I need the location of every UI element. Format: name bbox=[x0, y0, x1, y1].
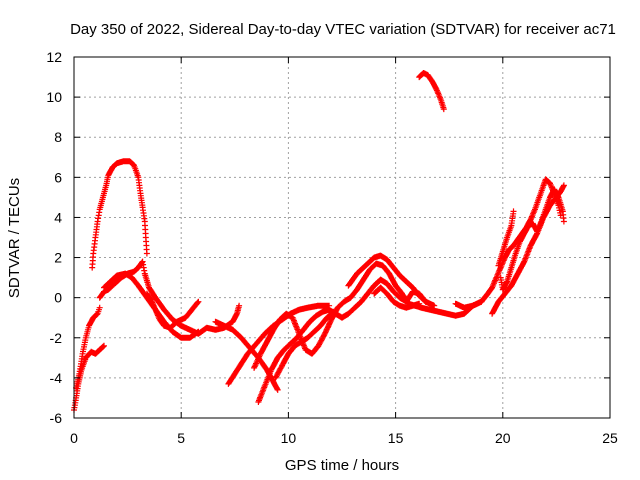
series-L bbox=[345, 252, 438, 309]
x-tick-label: 10 bbox=[281, 430, 297, 446]
y-tick-label: -6 bbox=[50, 410, 63, 426]
x-tick-label: 25 bbox=[602, 430, 618, 446]
y-tick-label: 2 bbox=[54, 250, 62, 266]
series-N bbox=[416, 70, 447, 113]
series-Q bbox=[489, 182, 567, 317]
y-tick-label: 10 bbox=[46, 89, 62, 105]
series-F bbox=[143, 290, 202, 331]
x-tick-label: 20 bbox=[495, 430, 511, 446]
series-I bbox=[251, 260, 485, 371]
data-points bbox=[71, 70, 567, 413]
x-tick-label: 15 bbox=[388, 430, 404, 446]
x-axis: 0 5 10 15 20 25 bbox=[70, 57, 618, 446]
series-markers bbox=[251, 260, 485, 371]
plot-frame bbox=[73, 56, 611, 419]
series-markers bbox=[89, 158, 150, 271]
series-markers bbox=[489, 182, 567, 317]
series-M bbox=[371, 284, 423, 311]
series-markers bbox=[345, 252, 438, 309]
y-tick-label: -4 bbox=[50, 370, 63, 386]
y-tick-label: 4 bbox=[54, 209, 62, 225]
series-markers bbox=[416, 70, 447, 113]
y-axis: -6 -4 -2 0 2 4 6 8 10 12 bbox=[46, 49, 610, 426]
y-tick-label: 12 bbox=[46, 49, 62, 65]
grid-lines bbox=[74, 57, 610, 418]
y-axis-label: SDTVAR / TECUs bbox=[6, 178, 23, 298]
series-markers bbox=[495, 208, 517, 269]
x-tick-label: 0 bbox=[70, 430, 78, 446]
series-A bbox=[89, 158, 150, 271]
y-tick-label: -2 bbox=[50, 330, 63, 346]
series-markers bbox=[143, 290, 202, 331]
chart-title: Day 350 of 2022, Sidereal Day-to-day VTE… bbox=[70, 21, 616, 38]
x-tick-label: 5 bbox=[177, 430, 185, 446]
y-tick-label: 0 bbox=[54, 290, 62, 306]
x-axis-label: GPS time / hours bbox=[285, 457, 399, 474]
series-K bbox=[272, 308, 337, 381]
y-tick-label: 6 bbox=[54, 169, 62, 185]
series-J bbox=[255, 276, 429, 405]
y-tick-label: 8 bbox=[54, 129, 62, 145]
series-R bbox=[495, 208, 517, 269]
series-markers bbox=[272, 308, 337, 381]
series-markers bbox=[255, 276, 429, 405]
series-markers bbox=[371, 284, 423, 311]
